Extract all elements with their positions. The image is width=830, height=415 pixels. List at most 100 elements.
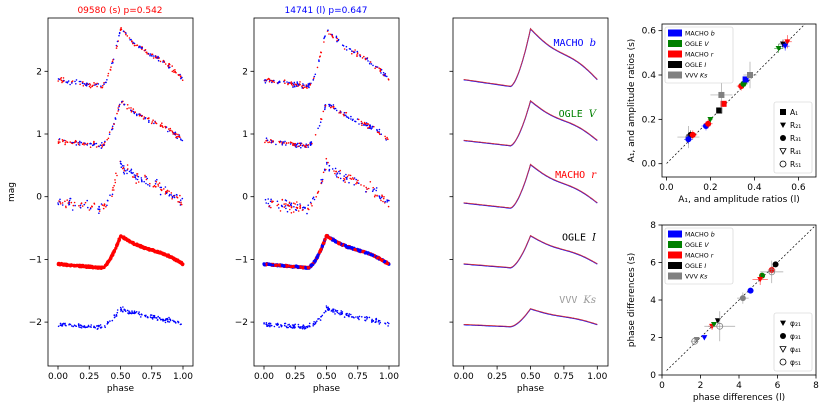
p1-point [115,172,117,175]
p1-point [175,193,178,196]
p1-point [149,314,152,316]
p1-point [149,182,151,185]
p2-point [289,325,292,327]
p2-point [287,142,290,144]
p1-point [177,320,179,323]
p2-point [383,259,387,263]
p5-legend-label: VVV Ks [685,274,708,281]
p1-point [109,194,111,196]
p2-point [358,318,360,321]
p2-point [285,142,288,144]
p1-point [164,253,168,257]
p1-point [89,207,92,210]
p1-point [106,204,108,207]
p5-legend-marker-label: φ₄₁ [790,345,801,354]
p2-point [299,81,301,83]
p1-point [130,107,132,109]
p1-xtick-label: 0.75 [142,372,162,382]
p1-point [103,82,105,84]
p1-point [69,141,71,143]
p1-point [114,181,117,184]
p2-point [379,321,382,324]
p1-point [93,82,95,84]
p2-point [280,141,283,143]
p2-point [326,163,328,165]
p2-point [384,200,387,203]
p2-point [312,77,315,79]
p1-point [98,145,100,148]
p1-point [57,141,60,143]
p2-point [308,86,310,89]
p4-marker-legend-box [773,101,813,174]
p2-point [334,172,336,175]
p1-point [111,60,114,63]
p2-point [309,84,312,86]
p5-ytick-label: 0 [650,371,656,381]
p1-point [137,181,140,183]
p1-point [135,182,137,184]
p1-point [181,76,183,79]
p2-point [361,316,363,318]
p1-point [169,193,171,196]
p5-point [768,268,776,276]
p1-point [103,83,105,85]
p1-point [74,204,76,207]
p2-point [366,124,369,127]
p5-xtick-label: 0 [659,381,665,391]
p1-point [71,82,73,84]
p2-point [370,63,373,65]
p2-point [286,81,288,83]
p2-point [337,38,340,41]
p1-point [168,321,171,323]
p2-point [371,318,373,321]
p2-point [299,205,301,208]
p1-point [87,206,89,209]
p1-point [113,316,116,319]
p2-point [276,200,279,203]
p1-point [65,206,67,209]
p2-point [290,326,293,329]
p1-point [78,205,80,207]
p4-legend-label: OGLE I [685,62,706,69]
p2-point [299,327,301,329]
p2-point [386,199,389,202]
p2-point [343,175,346,177]
p1-point [165,192,168,194]
p1-point [171,65,173,67]
p1-point [95,142,98,145]
p5-ytick-label: 8 [650,221,656,231]
p2-point [281,144,284,146]
p2-point [344,244,348,248]
p1-point [99,324,102,326]
panel-templates: 0.00 0.25 0.50 0.75 1.00 MACHO b OGLE V MACHO r… [449,17,609,394]
p1-point [168,62,170,65]
p2-point [295,83,297,86]
p1-point [102,84,104,87]
p2-point [330,104,333,107]
p4-point [689,131,696,138]
p2-point [288,81,290,84]
p2-point [299,83,301,86]
p1-point [125,33,127,36]
p1-point [158,182,161,184]
p4-ylabel: A₁, and amplitude ratios (s) [627,39,637,163]
p1-point [68,201,70,204]
p2-point [336,40,338,43]
p1-point [168,316,170,319]
p1-point [159,318,162,321]
p2-point [360,184,362,186]
p5-xtick-label: 8 [813,381,819,391]
p1-point [178,74,180,76]
p5-legend-marker [780,320,786,326]
p2-point [339,313,341,316]
p4-point [716,107,723,114]
p1-point [135,178,137,180]
p1-point [71,142,74,145]
p1-point [133,174,136,176]
p2-point [305,143,308,145]
p2-point [356,55,358,57]
p2-point [367,187,370,190]
p1-point [57,203,60,206]
p1-point [64,140,67,142]
p1-point [96,265,100,269]
